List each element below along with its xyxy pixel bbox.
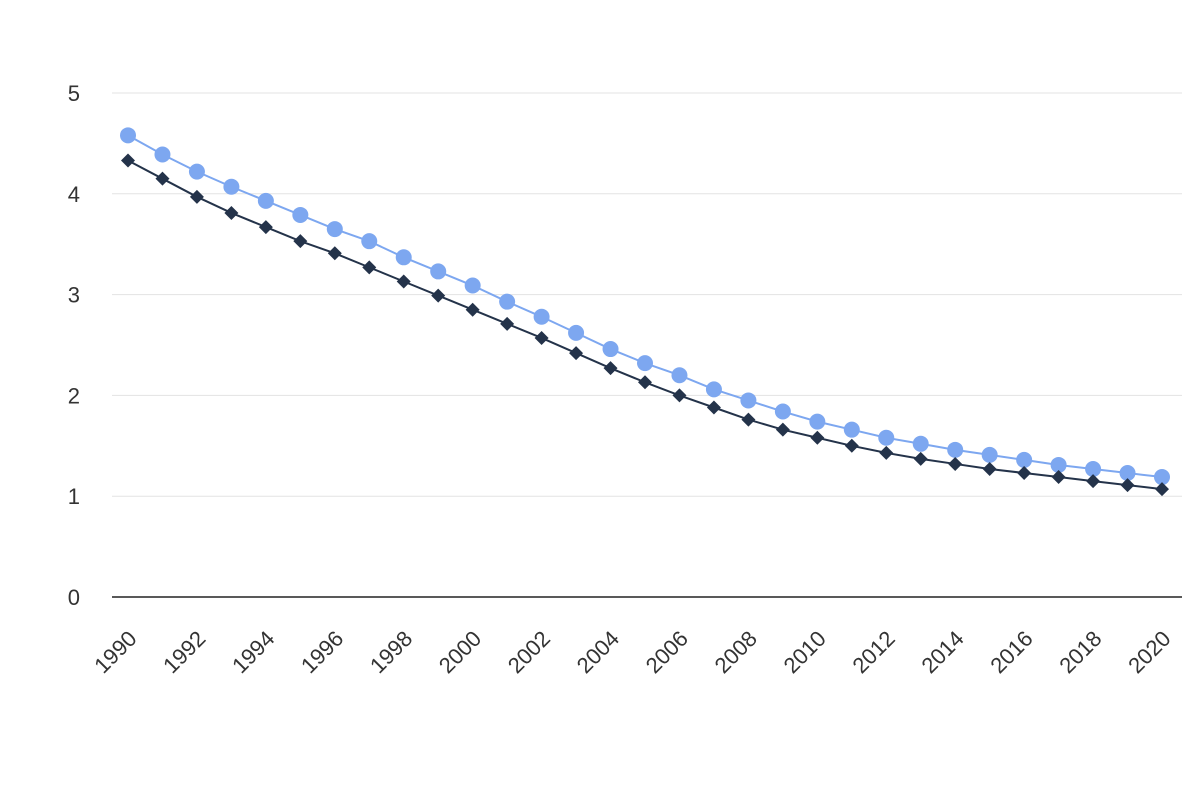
x-tick-label: 2016 xyxy=(985,626,1037,678)
series-1-point[interactable] xyxy=(464,277,481,294)
series-1-point[interactable] xyxy=(809,413,826,430)
series-1-point[interactable] xyxy=(188,163,205,180)
x-tick-label: 2018 xyxy=(1054,626,1106,678)
series-2-point[interactable] xyxy=(431,288,446,303)
series-1-point[interactable] xyxy=(395,249,412,266)
series-2-line xyxy=(127,159,1163,491)
series-2-point[interactable] xyxy=(1051,470,1066,485)
series-1-point[interactable] xyxy=(1085,460,1102,477)
x-tick-label: 2006 xyxy=(641,626,693,678)
series-2-point[interactable] xyxy=(1086,474,1101,489)
series-1-point[interactable] xyxy=(499,293,516,310)
series-1-point[interactable] xyxy=(1050,456,1067,473)
x-tick-label: 2014 xyxy=(916,626,968,678)
series-1-line xyxy=(127,134,1163,479)
series-1-point[interactable] xyxy=(430,263,447,280)
series-2-point[interactable] xyxy=(879,445,894,460)
y-tick-label: 0 xyxy=(68,585,80,610)
series-1-point[interactable] xyxy=(843,421,860,438)
series-2-point[interactable] xyxy=(844,438,859,453)
series-1-point[interactable] xyxy=(223,178,240,195)
series-2-point[interactable] xyxy=(638,375,652,390)
series-2-point[interactable] xyxy=(534,330,549,345)
series-1-point[interactable] xyxy=(912,435,929,452)
series-2-point[interactable] xyxy=(258,220,273,235)
x-tick-label: 2020 xyxy=(1123,626,1175,678)
y-tick-label: 2 xyxy=(68,383,80,408)
y-axis-tick-labels: 0 1 2 3 4 5 xyxy=(68,81,80,610)
series-1-point[interactable] xyxy=(878,429,895,446)
series-2-point[interactable] xyxy=(775,422,790,437)
x-tick-label: 2010 xyxy=(779,626,831,678)
series-1-point[interactable] xyxy=(154,146,171,163)
x-tick-label: 2008 xyxy=(710,626,762,678)
series-1-point[interactable] xyxy=(740,392,757,409)
series-2-point[interactable] xyxy=(706,400,721,415)
series-2-point[interactable] xyxy=(672,388,687,403)
series-2-point[interactable] xyxy=(155,171,170,186)
series-2-point[interactable] xyxy=(603,361,618,376)
series-2-point[interactable] xyxy=(121,153,135,168)
series-1-point[interactable] xyxy=(257,192,274,209)
y-tick-label: 5 xyxy=(68,81,80,106)
x-tick-label: 1998 xyxy=(365,626,417,678)
x-tick-label: 1992 xyxy=(158,626,210,678)
series-1-point[interactable] xyxy=(774,403,791,420)
series-2-point[interactable] xyxy=(189,189,204,204)
y-tick-label: 1 xyxy=(68,484,80,509)
x-tick-label: 2012 xyxy=(848,626,900,678)
series-2-point[interactable] xyxy=(741,412,756,427)
x-axis-tick-labels: 1990 1992 1994 1996 1998 2000 2002 2004 2006 2008… xyxy=(89,626,1175,678)
series-1-point[interactable] xyxy=(705,381,722,398)
series-2-point[interactable] xyxy=(396,274,411,289)
series-1-point[interactable] xyxy=(602,341,619,358)
series-group xyxy=(120,127,1170,497)
series-1-point[interactable] xyxy=(947,441,964,458)
series-2-point[interactable] xyxy=(293,234,308,249)
series-2-point[interactable] xyxy=(500,316,515,331)
series-2-point[interactable] xyxy=(1017,466,1032,481)
y-tick-label: 4 xyxy=(68,182,80,207)
y-tick-label: 3 xyxy=(68,283,80,308)
series-2-point[interactable] xyxy=(810,430,825,445)
grid xyxy=(112,92,1182,497)
series-1-point[interactable] xyxy=(361,233,378,250)
series-1-point[interactable] xyxy=(120,127,136,144)
x-tick-label: 1994 xyxy=(227,626,279,678)
series-2-point[interactable] xyxy=(327,246,342,261)
x-tick-label: 2004 xyxy=(572,626,624,678)
series-1-point[interactable] xyxy=(671,367,688,384)
series-1-point[interactable] xyxy=(292,206,309,223)
series-1-point[interactable] xyxy=(533,308,550,325)
series-1-point[interactable] xyxy=(568,324,585,341)
x-tick-label: 2000 xyxy=(434,626,486,678)
series-2-point[interactable] xyxy=(1120,478,1135,493)
series-1-point[interactable] xyxy=(1016,451,1033,468)
series-1-point[interactable] xyxy=(1119,465,1136,482)
series-1-point[interactable] xyxy=(981,446,998,463)
series-2-point[interactable] xyxy=(224,205,239,220)
series-1-point[interactable] xyxy=(637,355,653,372)
series-2 xyxy=(121,153,1169,497)
series-1-point[interactable] xyxy=(326,221,343,238)
x-tick-label: 1990 xyxy=(89,626,141,678)
series-1-point[interactable] xyxy=(1154,469,1170,486)
series-2-point[interactable] xyxy=(465,302,480,317)
series-2-point[interactable] xyxy=(948,456,963,471)
series-2-point[interactable] xyxy=(982,461,997,476)
x-tick-label: 1996 xyxy=(296,626,348,678)
series-2-point[interactable] xyxy=(1155,482,1169,497)
series-2-point[interactable] xyxy=(362,260,377,275)
series-2-point[interactable] xyxy=(913,451,928,466)
series-1 xyxy=(120,127,1170,486)
series-2-point[interactable] xyxy=(569,346,584,361)
x-tick-label: 2002 xyxy=(503,626,555,678)
